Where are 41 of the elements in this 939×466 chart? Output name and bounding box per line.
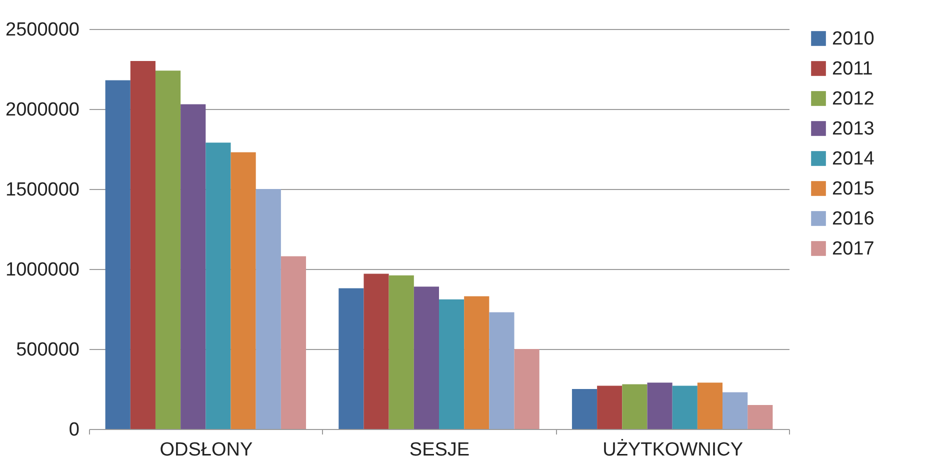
legend-label: 2012 — [832, 88, 874, 110]
legend-label: 2014 — [832, 148, 875, 170]
bar — [622, 384, 648, 429]
y-tick-label: 0 — [68, 420, 80, 440]
bar — [130, 61, 156, 429]
y-tick-label: 2500000 — [6, 20, 80, 40]
legend-label: 2010 — [832, 28, 874, 50]
bar — [105, 80, 130, 429]
bar — [597, 386, 622, 429]
legend-label: 2016 — [832, 208, 874, 230]
bar — [647, 382, 672, 429]
bar — [364, 274, 389, 429]
bar — [514, 349, 540, 429]
bar — [489, 312, 514, 429]
bar — [748, 405, 773, 429]
legend-label: 2013 — [832, 118, 874, 140]
y-tick-label: 2000000 — [6, 100, 80, 120]
bar — [155, 70, 181, 429]
bar — [230, 152, 256, 429]
x-tick-label: ODSŁONY — [160, 440, 253, 460]
legend-label: 2011 — [832, 58, 873, 80]
bar — [256, 189, 281, 429]
bar — [280, 256, 306, 429]
bar — [414, 286, 439, 429]
bar — [672, 386, 698, 429]
bar — [180, 104, 206, 429]
x-tick-label: UŻYTKOWNICY — [602, 438, 744, 460]
bar — [206, 142, 231, 429]
x-tick-label: SESJE — [409, 440, 470, 460]
legend-label: 2015 — [832, 178, 874, 200]
legend-label: 2017 — [832, 238, 874, 260]
bar — [439, 299, 464, 429]
bar — [722, 392, 748, 429]
bar — [697, 382, 723, 429]
bar — [572, 389, 598, 429]
y-tick-label: 500000 — [16, 340, 80, 360]
bar — [338, 288, 364, 429]
y-tick-label: 1000000 — [6, 260, 80, 280]
bar — [388, 275, 414, 429]
bar — [464, 296, 490, 429]
y-tick-label: 1500000 — [6, 180, 80, 200]
